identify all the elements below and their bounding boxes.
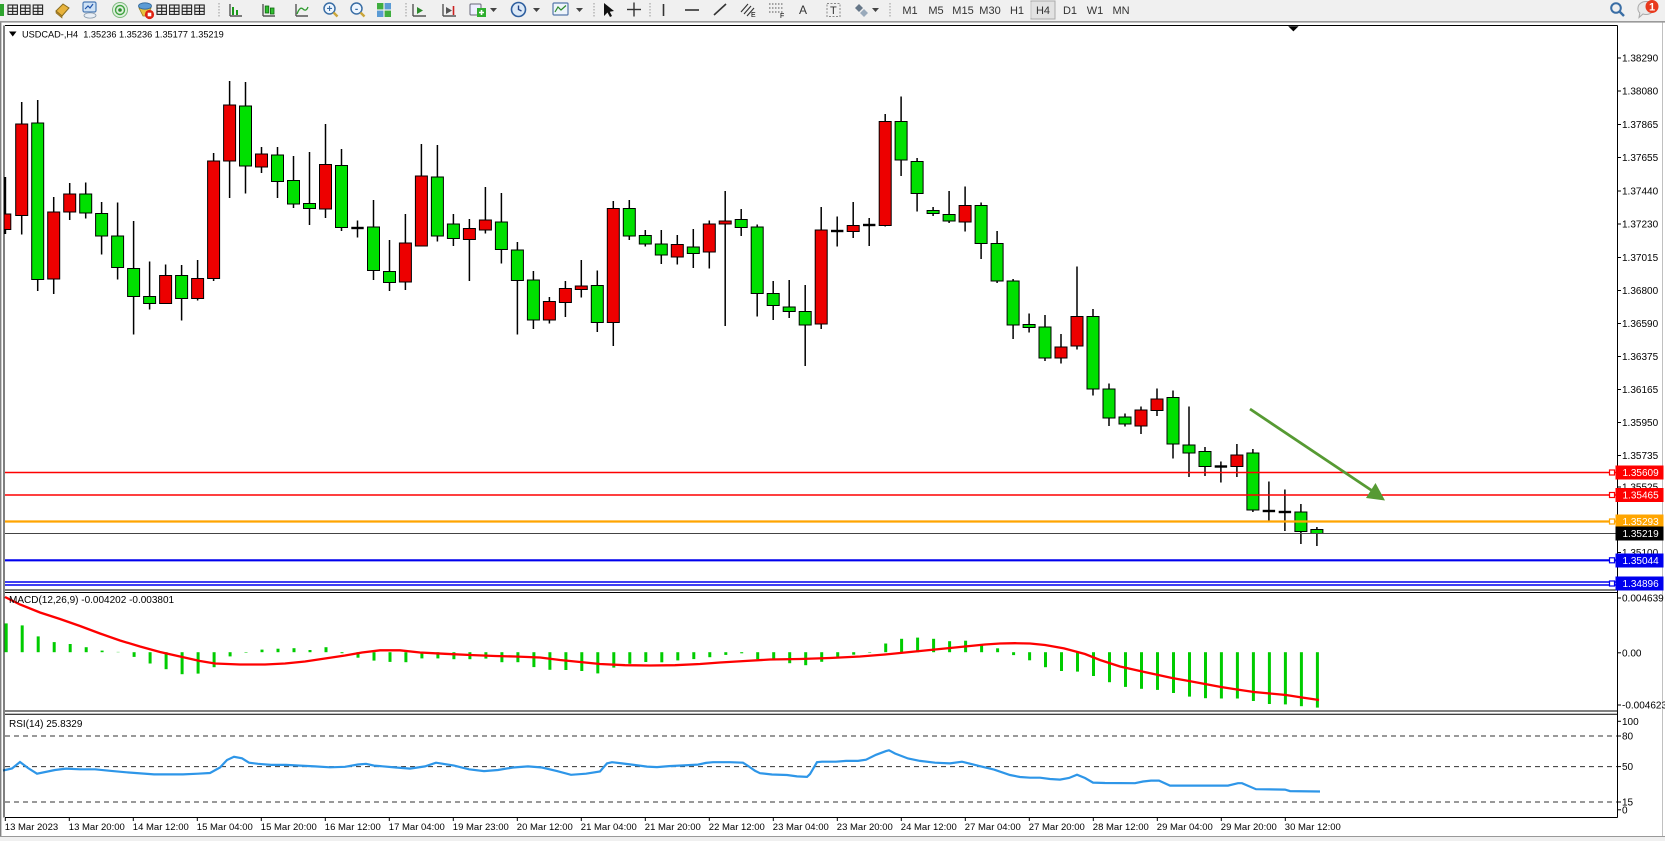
svg-text:M30: M30 [979, 5, 1000, 17]
svg-text:21 Mar 04:00: 21 Mar 04:00 [581, 822, 637, 833]
svg-text:M1: M1 [902, 5, 917, 17]
svg-text:M15: M15 [952, 5, 973, 17]
svg-text:MACD(12,26,9) -0.004202 -0.003: MACD(12,26,9) -0.004202 -0.003801 [9, 595, 175, 606]
svg-text:13 Mar 2023: 13 Mar 2023 [5, 822, 58, 833]
svg-text:17 Mar 04:00: 17 Mar 04:00 [389, 822, 445, 833]
svg-text:1.35219: 1.35219 [1623, 529, 1660, 540]
svg-text:D1: D1 [1063, 5, 1077, 17]
svg-text:100: 100 [1622, 717, 1639, 728]
svg-text:MN: MN [1112, 5, 1129, 17]
svg-text:29 Mar 20:00: 29 Mar 20:00 [1221, 822, 1277, 833]
svg-text:H4: H4 [1036, 5, 1050, 17]
svg-text:28 Mar 12:00: 28 Mar 12:00 [1093, 822, 1149, 833]
svg-text:1.35293: 1.35293 [1623, 517, 1660, 528]
svg-text:29 Mar 04:00: 29 Mar 04:00 [1157, 822, 1213, 833]
svg-text:15 Mar 04:00: 15 Mar 04:00 [197, 822, 253, 833]
svg-text:20 Mar 12:00: 20 Mar 12:00 [517, 822, 573, 833]
svg-text:0: 0 [1622, 805, 1628, 816]
svg-text:USDCAD-,H4 1.35236 1.35236 1.: USDCAD-,H4 1.35236 1.35236 1.35177 1.352… [22, 30, 224, 40]
svg-text:F: F [780, 13, 784, 20]
svg-text:1.36165: 1.36165 [1622, 385, 1659, 396]
svg-text:1.38290: 1.38290 [1622, 54, 1659, 65]
svg-text:1.34896: 1.34896 [1623, 579, 1660, 590]
svg-text:1: 1 [1649, 2, 1655, 14]
svg-text:H1: H1 [1010, 5, 1024, 17]
svg-text:13 Mar 20:00: 13 Mar 20:00 [69, 822, 125, 833]
svg-text:1.37440: 1.37440 [1622, 187, 1659, 198]
svg-text:0.004639: 0.004639 [1622, 594, 1664, 605]
svg-text:21 Mar 20:00: 21 Mar 20:00 [645, 822, 701, 833]
svg-text:80: 80 [1622, 732, 1634, 743]
svg-text:1.35950: 1.35950 [1622, 418, 1659, 429]
svg-text:1.35465: 1.35465 [1623, 491, 1660, 502]
svg-text:1.36800: 1.36800 [1622, 286, 1659, 297]
svg-text:0.00: 0.00 [1622, 648, 1642, 659]
svg-text:23 Mar 04:00: 23 Mar 04:00 [773, 822, 829, 833]
svg-text:-0.004623: -0.004623 [1622, 701, 1665, 712]
svg-text:A: A [799, 3, 807, 17]
svg-text:22 Mar 12:00: 22 Mar 12:00 [709, 822, 765, 833]
svg-text:27 Mar 04:00: 27 Mar 04:00 [965, 822, 1021, 833]
svg-text:M5: M5 [928, 5, 943, 17]
svg-text:15 Mar 20:00: 15 Mar 20:00 [261, 822, 317, 833]
svg-text:16 Mar 12:00: 16 Mar 12:00 [325, 822, 381, 833]
svg-text:1.37865: 1.37865 [1622, 120, 1659, 131]
svg-text:1.37230: 1.37230 [1622, 220, 1659, 231]
svg-text:15: 15 [1622, 798, 1634, 809]
svg-text:-: - [355, 4, 358, 15]
svg-text:W1: W1 [1087, 5, 1104, 17]
svg-text:E: E [751, 12, 756, 19]
svg-text:+: + [327, 4, 333, 15]
svg-text:14 Mar 12:00: 14 Mar 12:00 [133, 822, 189, 833]
svg-text:T: T [830, 5, 837, 17]
svg-text:1.35735: 1.35735 [1622, 451, 1659, 462]
svg-text:23 Mar 20:00: 23 Mar 20:00 [837, 822, 893, 833]
svg-text:50: 50 [1622, 762, 1634, 773]
svg-text:RSI(14) 25.8329: RSI(14) 25.8329 [9, 719, 83, 730]
svg-text:1.36590: 1.36590 [1622, 319, 1659, 330]
svg-text:1.38080: 1.38080 [1622, 87, 1659, 98]
svg-text:1.35044: 1.35044 [1623, 556, 1660, 567]
svg-text:1.37655: 1.37655 [1622, 153, 1659, 164]
svg-text:1.37015: 1.37015 [1622, 253, 1659, 264]
svg-text:19 Mar 23:00: 19 Mar 23:00 [453, 822, 509, 833]
svg-text:30 Mar 12:00: 30 Mar 12:00 [1285, 822, 1341, 833]
svg-text:1.36375: 1.36375 [1622, 352, 1659, 363]
svg-text:1.35609: 1.35609 [1623, 468, 1660, 479]
svg-text:24 Mar 12:00: 24 Mar 12:00 [901, 822, 957, 833]
svg-text:27 Mar 20:00: 27 Mar 20:00 [1029, 822, 1085, 833]
